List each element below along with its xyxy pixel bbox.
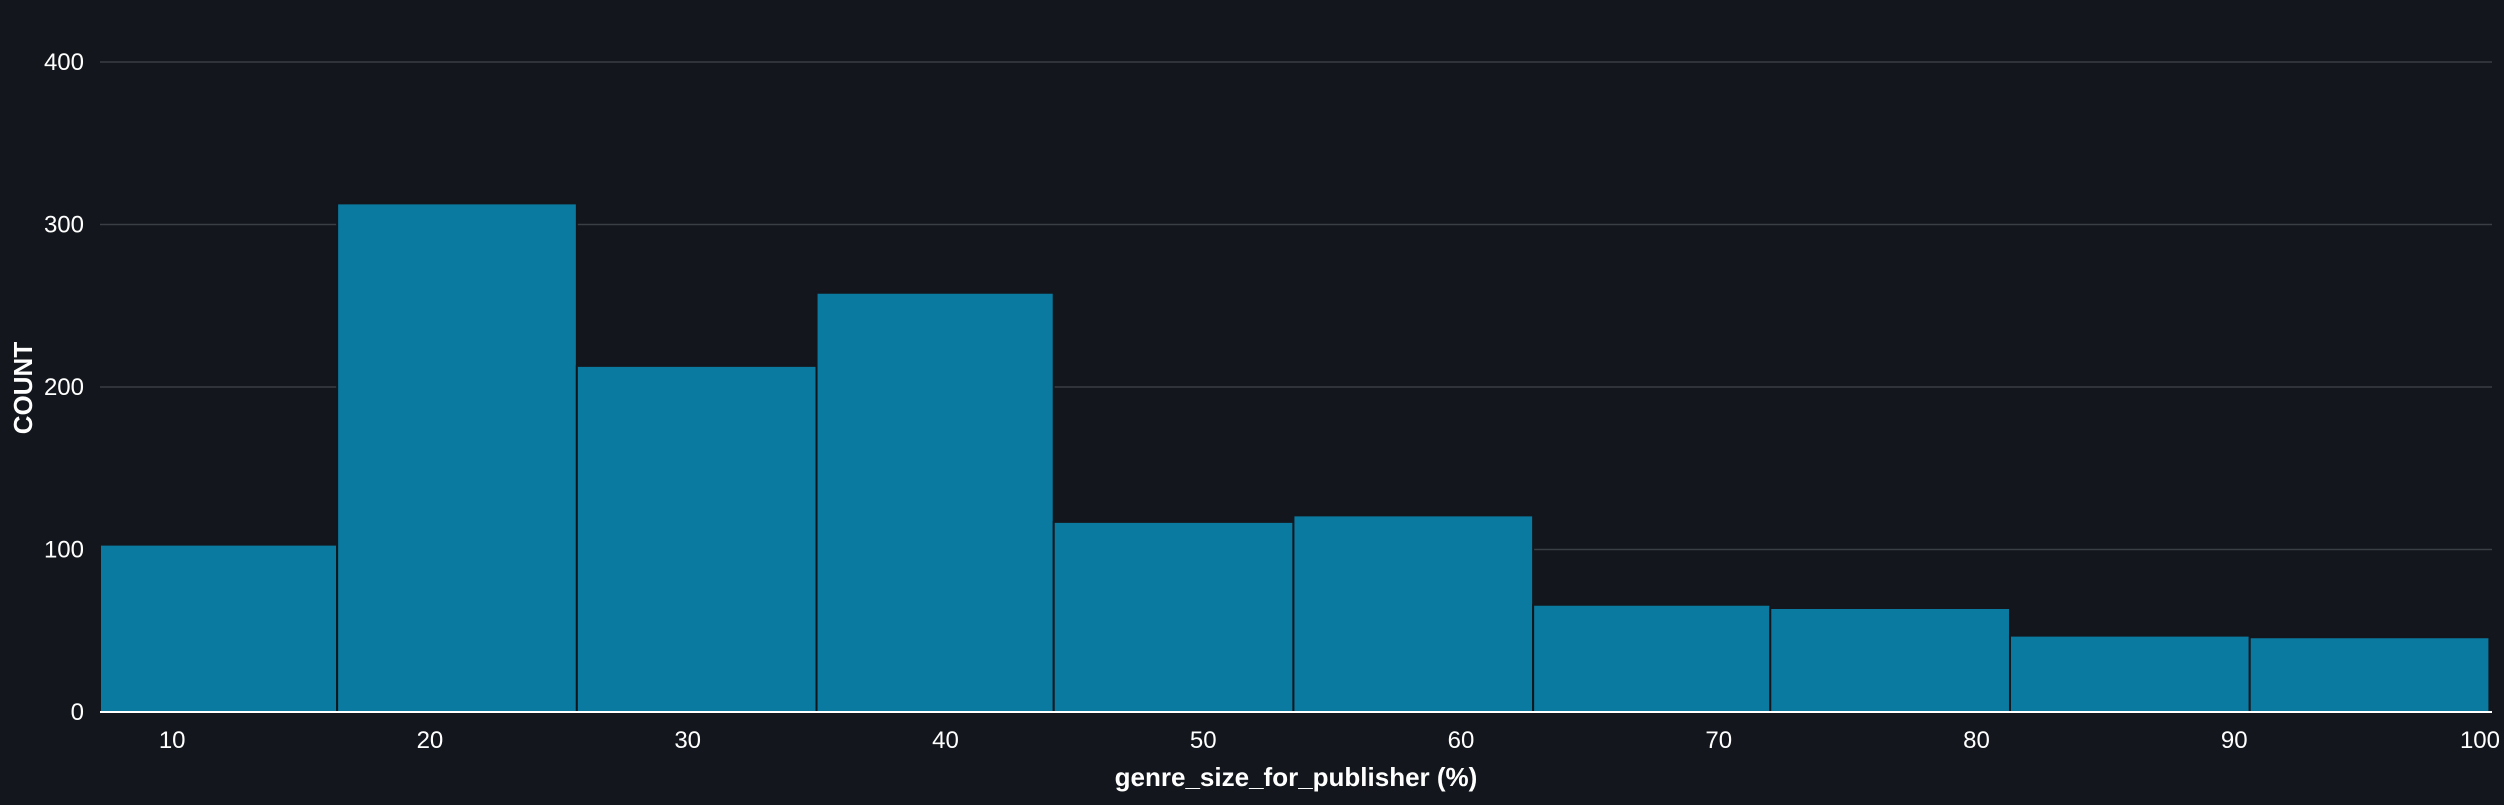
histogram-bar-6 [1292, 514, 1535, 713]
histogram-bar-1 [99, 543, 339, 713]
histogram-bar-5 [1052, 520, 1295, 713]
x-tick-label-80: 80 [1963, 727, 1990, 754]
x-tick-label-40: 40 [932, 727, 959, 754]
histogram-bar-9 [2008, 634, 2251, 713]
y-tick-label-200: 200 [44, 374, 84, 401]
x-tick-label-20: 20 [417, 727, 444, 754]
histogram-bar-10 [2248, 636, 2491, 713]
x-tick-label-10: 10 [159, 727, 186, 754]
x-tick-label-100: 100 [2460, 727, 2500, 754]
x-tick-label-30: 30 [674, 727, 701, 754]
histogram-bar-2 [336, 202, 578, 713]
x-tick-label-70: 70 [1705, 727, 1732, 754]
y-tick-label-100: 100 [44, 537, 84, 564]
x-axis-title: genre_size_for_publisher (%) [1115, 762, 1478, 792]
bar-layer [99, 202, 2491, 713]
y-tick-label-0: 0 [71, 699, 84, 726]
x-tick-label-60: 60 [1448, 727, 1475, 754]
y-tick-label-300: 300 [44, 212, 84, 239]
axis-layer: 0 100 200 300 400 10 20 30 40 50 60 70 80 90 100 [44, 49, 2500, 754]
histogram-bar-8 [1769, 607, 2011, 713]
y-axis-title: COUNT [8, 342, 38, 435]
y-tick-label-400: 400 [44, 49, 84, 76]
x-tick-label-50: 50 [1190, 727, 1217, 754]
histogram-bar-7 [1532, 603, 1772, 713]
histogram-bar-4 [815, 291, 1055, 713]
histogram-bar-3 [575, 364, 818, 713]
x-tick-label-90: 90 [2221, 727, 2248, 754]
